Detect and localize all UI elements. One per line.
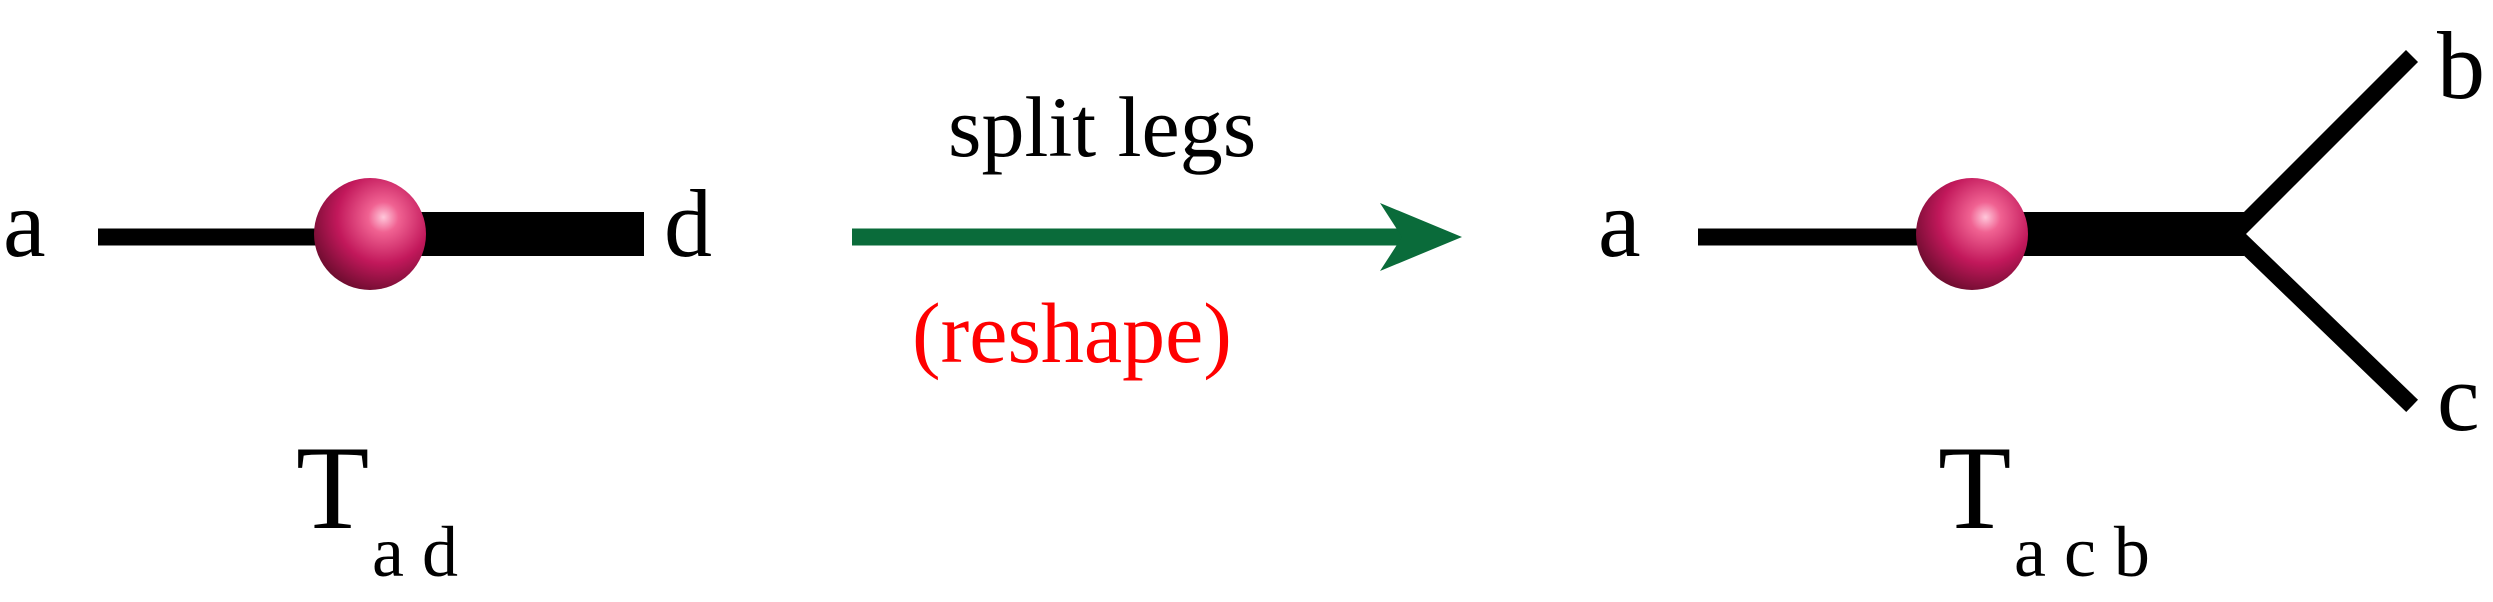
right-tensor-leg-c bbox=[2227, 227, 2419, 413]
left-tensor-subscript: a d bbox=[372, 512, 458, 592]
right-tensor-node bbox=[1916, 178, 2028, 290]
right-tensor-subscript: a c b bbox=[2014, 512, 2150, 592]
left-tensor-leg-a-label: a bbox=[3, 170, 46, 277]
split-operation: split legs (reshape) bbox=[852, 79, 1462, 381]
reshape-label: (reshape) bbox=[912, 285, 1232, 381]
arrow-head bbox=[1380, 203, 1462, 271]
left-tensor: a d T a d bbox=[3, 170, 712, 592]
right-tensor-leg-c-label: c bbox=[2437, 344, 2480, 451]
left-tensor-name: T bbox=[296, 421, 369, 554]
left-tensor-leg-d-label: d bbox=[664, 170, 712, 277]
split-legs-label: split legs bbox=[948, 79, 1256, 175]
right-tensor: a b c T a c b bbox=[1598, 12, 2485, 592]
right-tensor-name: T bbox=[1938, 421, 2011, 554]
right-tensor-leg-b bbox=[2227, 49, 2419, 241]
right-tensor-leg-a-label: a bbox=[1598, 170, 1641, 277]
right-tensor-leg-b-label: b bbox=[2437, 12, 2485, 119]
left-tensor-node bbox=[314, 178, 426, 290]
